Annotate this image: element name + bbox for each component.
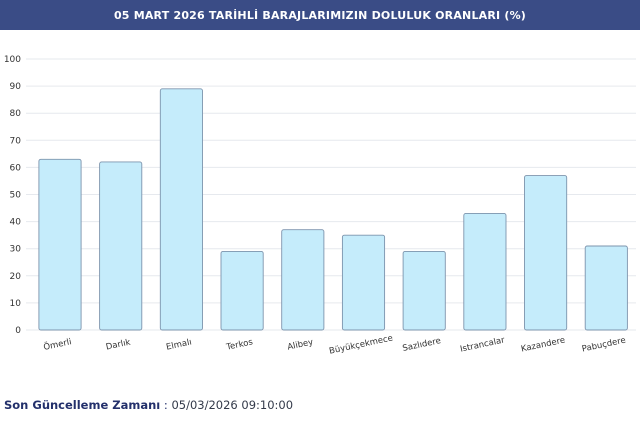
bar [220,250,264,331]
x-tick-label: Terkos [225,337,255,353]
last-update-label: Son Güncelleme Zamanı [4,398,161,412]
x-tick-label: Pabuçdere [581,336,627,355]
y-tick-label: 40 [10,218,22,228]
chart-title: 05 MART 2026 TARİHLİ BARAJLARIMIZIN DOLU… [113,8,527,22]
bar [281,229,325,331]
bar [584,245,628,331]
chart-title-bar: 05 MART 2026 TARİHLİ BARAJLARIMIZIN DOLU… [0,0,640,30]
bar [99,161,143,331]
y-tick-label: 50 [10,191,22,201]
bar [159,88,203,331]
bar [402,250,446,331]
y-tick-label: 0 [15,326,21,336]
y-tick-label: 30 [10,245,22,255]
x-tick-label: Sazlıdere [402,336,442,354]
x-tick-label: Ömerli [42,336,72,353]
x-tick-label: Kazandere [520,335,566,354]
bar [524,175,568,331]
y-tick-label: 70 [10,136,22,146]
y-tick-label: 90 [10,82,22,92]
bar-chart: 0 10 20 30 40 50 60 70 80 90 100 Ömerli Darlık Elmalı… [4,55,636,357]
bar [341,234,386,331]
last-update-separator: : [163,398,168,412]
x-tick-label: Istrancalar [459,335,506,354]
y-tick-label: 10 [10,299,22,309]
last-update: Son Güncelleme Zamanı : 05/03/2026 09:10… [4,398,293,412]
y-tick-label: 100 [4,55,21,65]
x-tick-label: Darlık [105,338,132,353]
x-tick-label: Elmalı [165,337,192,352]
x-tick-label: Büyükçekmece [328,333,393,356]
y-tick-label: 60 [10,163,22,173]
y-tick-label: 20 [10,272,22,282]
x-tick-label: Alibey [287,337,315,352]
bar [463,213,507,331]
last-update-value: 05/03/2026 09:10:00 [171,398,294,412]
bar [38,158,82,331]
y-tick-label: 80 [10,109,22,119]
